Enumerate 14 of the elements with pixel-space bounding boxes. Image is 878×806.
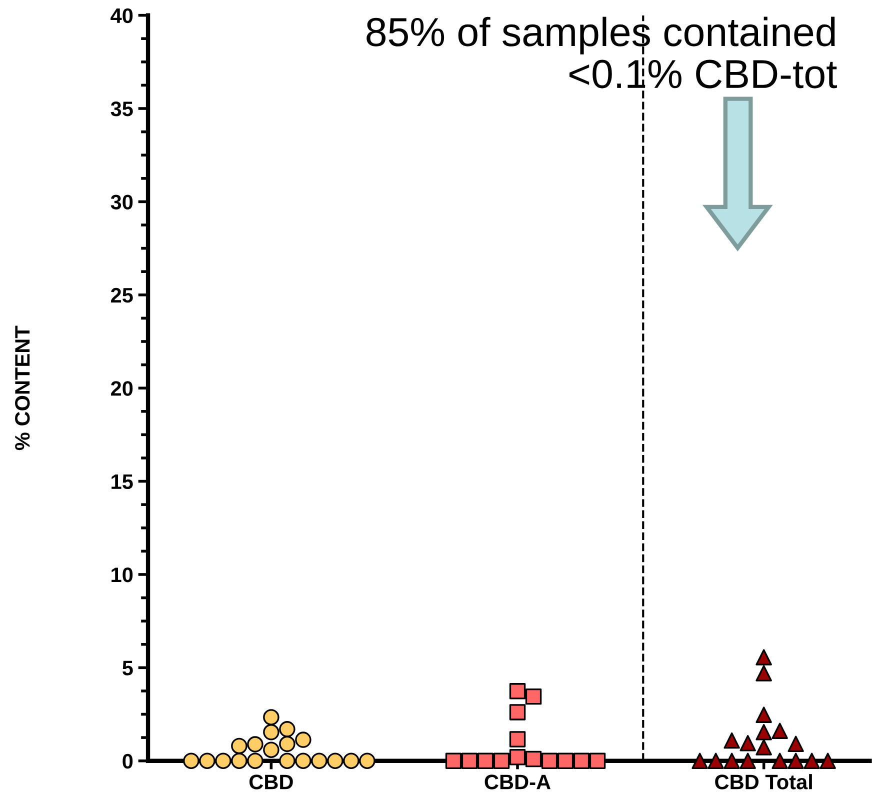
annotation: 85% of samples contained <0.1% CBD-tot [366,16,837,88]
x-tick-label: CBD [249,774,293,790]
y-tick-label: 20 [111,381,133,396]
y-tick-label: 10 [112,567,133,582]
y-tick-label: 0 [122,754,133,769]
y-tick-label: 35 [110,102,133,116]
y-tick-label: 40 [110,8,133,24]
y-tick-label: 5 [122,660,133,676]
y-tick-label: 15 [112,474,133,490]
y-tick-label: 30 [110,194,133,210]
y-tick-label: 25 [111,288,133,303]
x-tick-label: CBD Total [715,774,812,790]
y-axis-title: % CONTENT [15,326,30,450]
x-tick-label: CBD-A [484,774,551,790]
